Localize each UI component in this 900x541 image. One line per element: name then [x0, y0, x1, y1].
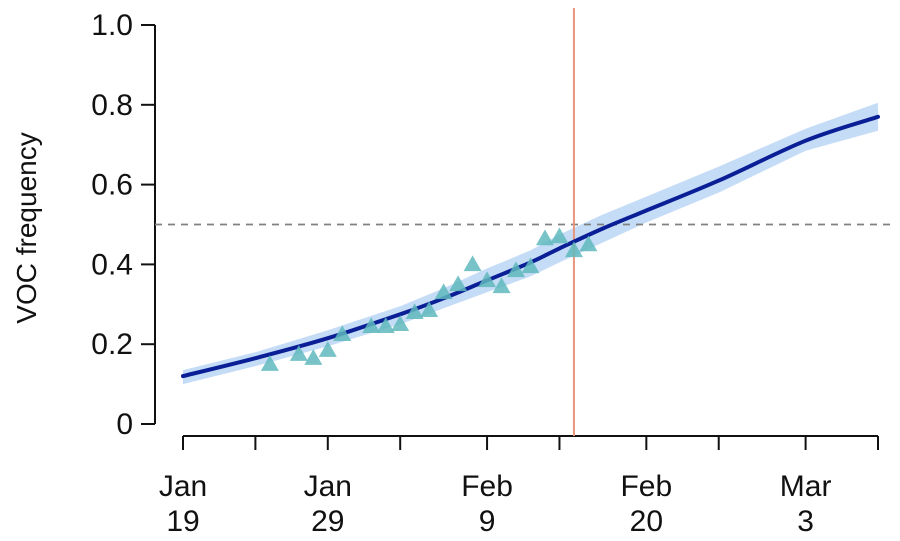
data-point — [507, 261, 526, 278]
data-point — [492, 277, 511, 294]
plot-area — [155, 8, 895, 436]
y-tick-label: 0.6 — [91, 169, 133, 202]
data-point — [579, 235, 598, 252]
y-tick-label: 0.2 — [91, 328, 133, 361]
x-tick-label-month: Jan — [304, 470, 352, 503]
data-point — [304, 349, 323, 365]
x-tick-label-month: Feb — [461, 470, 513, 503]
confidence-band — [183, 102, 878, 385]
data-point — [478, 271, 497, 288]
data-point — [463, 255, 482, 272]
data-point — [376, 317, 395, 333]
data-point — [521, 257, 540, 274]
x-tick-label-day: 20 — [630, 505, 663, 538]
data-point — [434, 283, 453, 300]
data-point — [449, 275, 468, 292]
data-point — [420, 301, 439, 318]
fit-line — [181, 114, 880, 379]
x-tick-label-month: Feb — [620, 470, 672, 503]
y-axis: 0 0.2 0.4 0.6 0.8 1.0 — [91, 9, 156, 441]
data-point — [550, 227, 569, 244]
x-tick-label-day: 3 — [797, 505, 814, 538]
y-tick-label: 0.4 — [91, 248, 133, 281]
x-tick-label-day: 29 — [311, 505, 344, 538]
x-tick-label-day: 19 — [166, 505, 199, 538]
data-point — [289, 345, 308, 361]
data-point — [318, 341, 337, 357]
x-tick-label-month: Mar — [780, 470, 832, 503]
data-point — [391, 315, 410, 331]
data-point — [362, 317, 381, 333]
data-point — [564, 241, 583, 258]
y-tick-label: 0.8 — [91, 89, 133, 122]
data-point — [260, 355, 279, 371]
y-tick-label: 0 — [116, 408, 133, 441]
x-tick-label-day: 9 — [479, 505, 496, 538]
x-tick-label-month: Jan — [159, 470, 207, 503]
data-point — [535, 229, 554, 246]
y-axis-title: VOC frequency — [11, 132, 42, 323]
data-point — [405, 303, 424, 320]
y-tick-label: 1.0 — [91, 9, 133, 42]
data-point — [333, 325, 352, 341]
